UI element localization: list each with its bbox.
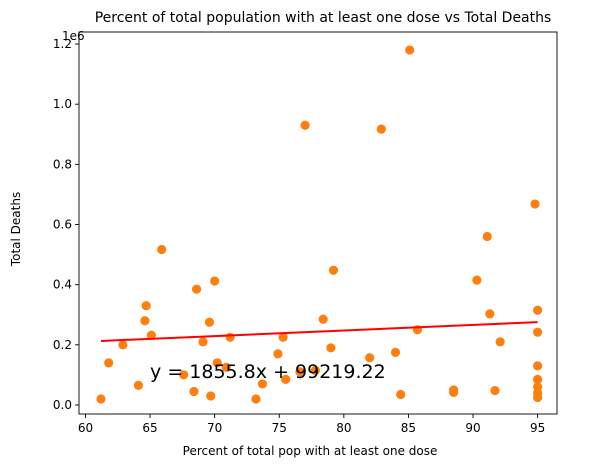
data-point: [472, 275, 482, 285]
data-point: [482, 231, 492, 242]
data-point: [133, 380, 144, 391]
data-point: [533, 374, 543, 385]
regression-layer: [100, 321, 538, 342]
data-point: [326, 343, 336, 353]
data-point: [204, 317, 215, 327]
x-tick-label: 90: [465, 421, 480, 435]
y-tick-label: 1.0: [53, 97, 72, 111]
data-point: [251, 394, 261, 404]
x-tick-label: 80: [336, 421, 351, 435]
data-point: [179, 370, 189, 380]
data-point: [104, 358, 114, 368]
data-point: [328, 265, 339, 275]
data-point: [140, 316, 150, 326]
x-tick-label: 70: [207, 421, 222, 435]
data-point: [449, 385, 459, 395]
x-tick-label: 65: [142, 421, 157, 435]
y-tick-label: 0.6: [53, 218, 72, 232]
data-point: [310, 365, 321, 375]
data-point: [278, 332, 288, 342]
x-ticks: 60 65 70 75 80 85 90 95: [78, 414, 545, 435]
data-point: [376, 124, 386, 134]
data-point: [273, 349, 283, 359]
data-point: [96, 394, 106, 404]
data-point: [300, 120, 310, 130]
y-ticks: 0.0 0.2 0.4 0.6 0.8 1.0 1.2: [53, 37, 79, 412]
chart-title: Percent of total population with at leas…: [95, 10, 552, 26]
data-point: [405, 45, 415, 55]
data-point: [533, 361, 543, 371]
data-point: [318, 314, 328, 324]
x-tick-label: 95: [530, 421, 545, 435]
regression-equation-label: y = 1855.8x + 99219.22: [150, 361, 386, 383]
data-point: [191, 284, 202, 294]
data-point: [390, 347, 401, 357]
data-point: [495, 337, 505, 347]
data-point: [212, 358, 222, 368]
data-point: [257, 379, 268, 389]
data-point: [189, 386, 199, 397]
y-axis-label: Total Deaths: [9, 192, 23, 267]
data-point: [533, 305, 543, 315]
plot-frame: [78, 31, 558, 415]
data-point: [490, 385, 500, 396]
y-tick-label: 0.8: [53, 157, 72, 171]
data-point: [281, 374, 291, 385]
data-point: [533, 327, 543, 337]
data-point: [141, 301, 151, 311]
data-point: [146, 330, 156, 340]
points-layer: [96, 45, 543, 404]
regression-line: [100, 321, 538, 342]
data-point: [225, 332, 235, 342]
data-point: [396, 389, 406, 400]
data-point: [485, 309, 495, 319]
y-tick-label: 0.2: [53, 338, 72, 352]
data-point: [198, 337, 208, 347]
data-point: [210, 276, 220, 286]
y-tick-label: 1.2: [53, 37, 72, 51]
data-point: [221, 362, 231, 372]
x-tick-label: 85: [401, 421, 416, 435]
data-point: [206, 391, 216, 401]
y-tick-label: 0.0: [53, 398, 72, 412]
data-point: [295, 367, 305, 377]
x-tick-label: 75: [272, 421, 287, 435]
annotation-layer: y = 1855.8x + 99219.22: [150, 361, 386, 383]
data-point: [530, 199, 540, 209]
data-point: [533, 392, 543, 403]
x-tick-label: 60: [78, 421, 93, 435]
x-axis-label: Percent of total pop with at least one d…: [183, 444, 438, 458]
data-point: [118, 340, 128, 350]
data-point: [157, 244, 167, 255]
y-tick-label: 0.4: [53, 278, 72, 292]
data-point: [365, 353, 375, 363]
